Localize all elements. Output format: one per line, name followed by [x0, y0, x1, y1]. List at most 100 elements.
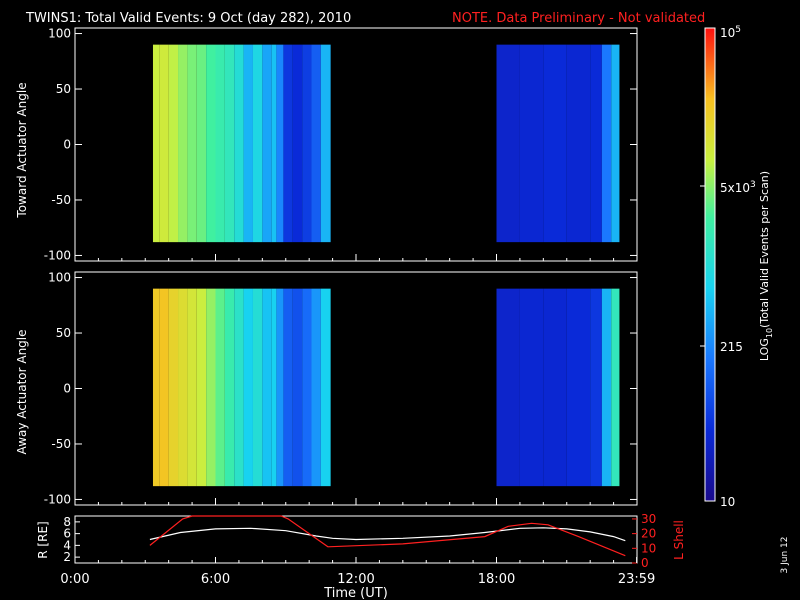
y-tick-label: 50: [56, 326, 71, 340]
heatmap-column: [234, 288, 244, 487]
heatmap-column: [590, 44, 602, 243]
y-tick-label: 4: [63, 538, 71, 552]
away-y-axis-label: Away Actuator Angle: [15, 329, 29, 454]
y-tick-label: 10: [641, 541, 656, 555]
heatmap-column: [302, 44, 312, 243]
y-tick-label: 100: [48, 27, 71, 41]
x-tick-label: 0:00: [60, 572, 89, 587]
away-panel: -100 -50 0 50 100 Away Actuator Angle: [15, 271, 638, 506]
colorbar-tick-label: 215: [720, 340, 743, 354]
orbit-left-axis-label: R [RE]: [36, 521, 50, 558]
r-series-line: [149, 527, 626, 542]
heatmap-column: [206, 288, 216, 487]
side-date: 3 Jun 12: [780, 537, 790, 574]
heatmap-column: [543, 288, 567, 487]
toward-panel: -100 -50 0 50 100 Toward Actuator Angle: [15, 27, 638, 262]
y-tick-label: 100: [48, 271, 71, 285]
orbit-lines: [149, 515, 626, 557]
heatmap-column: [178, 288, 188, 487]
heatmap-column: [152, 288, 160, 487]
colorbar: 10 215 5x103 105 LOG10(Total Valid Event…: [700, 25, 774, 509]
y-tick-label: 8: [63, 515, 71, 529]
heatmap-column: [320, 288, 331, 487]
x-tick-label: 23:59: [618, 572, 655, 587]
toward-y-axis-label: Toward Actuator Angle: [15, 82, 29, 218]
heatmap-column: [187, 44, 197, 243]
x-tick-label: 12:00: [337, 572, 374, 587]
y-tick-label: -100: [44, 492, 71, 506]
heatmap-column: [276, 288, 284, 487]
heatmap-column: [262, 288, 272, 487]
heatmap-column: [159, 288, 169, 487]
heatmap-column: [543, 44, 567, 243]
away-heatmap: [152, 288, 620, 487]
heatmap-column: [519, 288, 544, 487]
heatmap-column: [215, 44, 225, 243]
heatmap-column: [262, 44, 272, 243]
heatmap-column: [496, 44, 520, 243]
heatmap-column: [159, 44, 169, 243]
heatmap-column: [311, 44, 321, 243]
y-tick-label: 50: [56, 82, 71, 96]
heatmap-column: [611, 288, 620, 487]
heatmap-column: [252, 44, 263, 243]
heatmap-column: [601, 288, 612, 487]
y-tick-label: 0: [641, 556, 649, 570]
heatmap-column: [311, 288, 321, 487]
heatmap-column: [566, 44, 591, 243]
colorbar-tick-label: 5x103: [720, 180, 756, 195]
x-axis-label: Time (UT): [323, 586, 388, 600]
heatmap-column: [611, 44, 620, 243]
heatmap-column: [271, 288, 277, 487]
heatmap-column: [590, 288, 602, 487]
heatmap-column: [243, 44, 253, 243]
colorbar-tick-label: 105: [720, 25, 741, 40]
heatmap-column: [206, 44, 216, 243]
heatmap-column: [320, 44, 331, 243]
chart-title: TWINS1: Total Valid Events: 9 Oct (day 2…: [25, 11, 351, 26]
heatmap-column: [271, 44, 277, 243]
heatmap-column: [234, 44, 244, 243]
y-tick-label: 0: [63, 138, 71, 152]
heatmap-column: [152, 44, 160, 243]
colorbar-label: LOG10(Total Valid Events per Scan): [758, 171, 774, 361]
x-tick-label: 6:00: [201, 572, 230, 587]
heatmap-column: [224, 44, 235, 243]
heatmap-column: [224, 288, 235, 487]
y-tick-label: 30: [641, 512, 656, 526]
colorbar-tick-label: 10: [720, 495, 735, 509]
heatmap-column: [496, 288, 520, 487]
y-tick-label: 0: [63, 382, 71, 396]
heatmap-column: [601, 44, 612, 243]
heatmap-column: [168, 288, 179, 487]
heatmap-column: [566, 288, 591, 487]
lshell-series-line: [149, 515, 626, 557]
y-tick-label: -50: [51, 437, 71, 451]
y-tick-label: -50: [51, 193, 71, 207]
heatmap-column: [178, 44, 188, 243]
heatmap-column: [243, 288, 253, 487]
orbit-right-axis-label: L Shell: [672, 520, 686, 560]
heatmap-column: [252, 288, 263, 487]
preliminary-note: NOTE. Data Preliminary - Not validated: [452, 11, 705, 26]
toward-y-axis: -100 -50 0 50 100: [44, 27, 638, 262]
orbit-x-axis: 0:00 6:00 12:00 18:00 23:59: [60, 557, 655, 587]
colorbar-bar: [704, 27, 716, 502]
heatmap-column: [292, 44, 303, 243]
heatmap-column: [283, 44, 293, 243]
heatmap-column: [276, 44, 284, 243]
heatmap-column: [196, 288, 207, 487]
heatmap-column: [292, 288, 303, 487]
y-tick-label: 20: [641, 527, 656, 541]
heatmap-column: [187, 288, 197, 487]
heatmap-column: [215, 288, 225, 487]
heatmap-column: [283, 288, 293, 487]
heatmap-column: [519, 44, 544, 243]
heatmap-column: [196, 44, 207, 243]
y-tick-label: 2: [63, 550, 71, 564]
toward-heatmap: [152, 44, 620, 243]
heatmap-column: [168, 44, 179, 243]
